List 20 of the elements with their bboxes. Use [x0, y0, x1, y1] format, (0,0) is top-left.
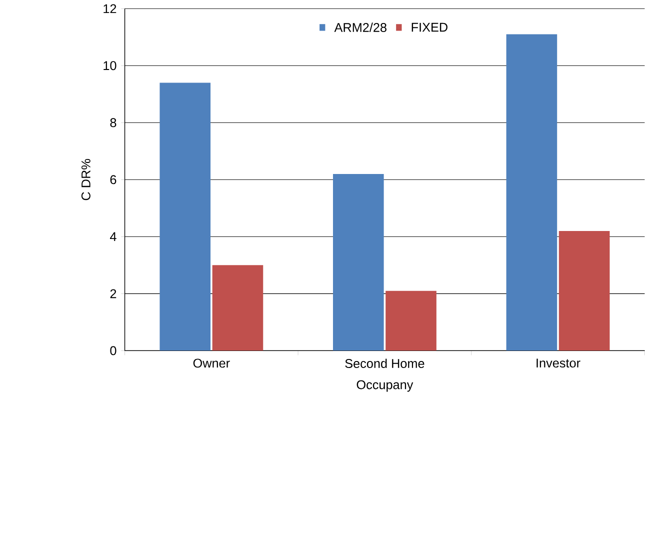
bar: [506, 34, 558, 351]
y-axis-title: C DR%: [81, 159, 90, 200]
y-tick-label: 2: [110, 289, 116, 298]
legend-label: FIXED: [412, 22, 448, 32]
bar: [160, 82, 211, 351]
x-tick-label: Investor: [536, 358, 580, 368]
y-tick-label: 12: [104, 4, 116, 14]
y-tick-label: 6: [110, 175, 116, 184]
bar: [386, 290, 436, 351]
x-tick-label: Owner: [193, 358, 230, 368]
legend-label: ARM2/28: [334, 22, 386, 32]
y-tick-label: 4: [110, 232, 116, 241]
bar: [212, 265, 264, 351]
bar: [332, 174, 384, 351]
y-tick-label: 10: [104, 61, 116, 70]
x-axis-title: Occupany: [356, 380, 414, 392]
bar: [558, 230, 610, 351]
y-tick-label: 8: [110, 118, 116, 128]
y-tick-label: 0: [110, 346, 116, 356]
x-tick-label: Second Home: [345, 358, 424, 368]
